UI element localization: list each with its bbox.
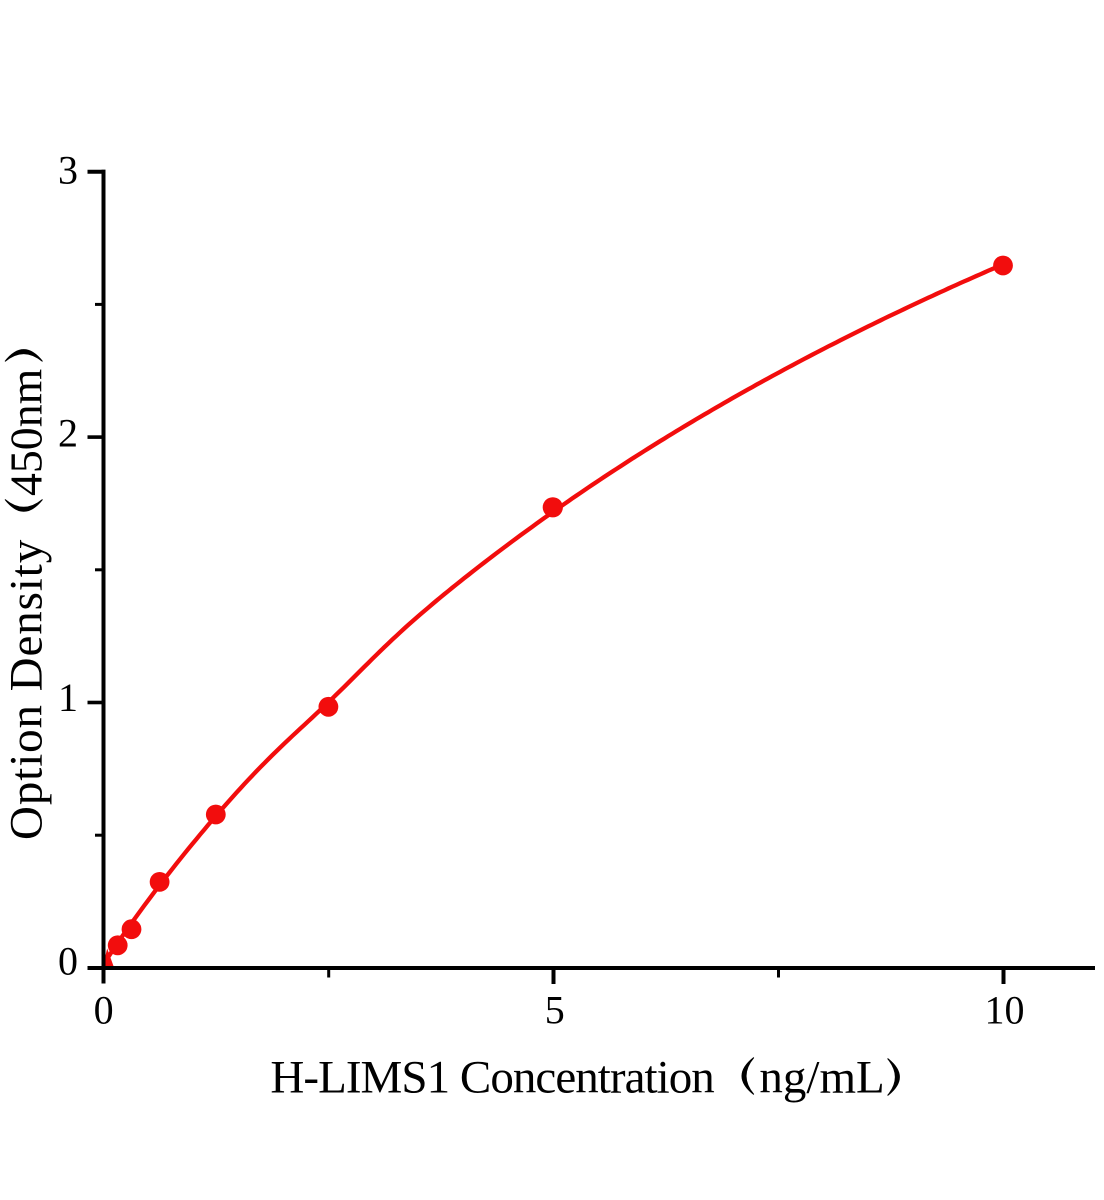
svg-text:Option Density: Option Density bbox=[1, 539, 53, 840]
svg-text:0: 0 bbox=[58, 939, 78, 984]
svg-text:H-LIMS1 Concentration: H-LIMS1 Concentration bbox=[270, 1052, 714, 1104]
svg-text:10: 10 bbox=[985, 988, 1025, 1033]
svg-text:5: 5 bbox=[545, 988, 565, 1033]
svg-text:2: 2 bbox=[58, 411, 78, 456]
svg-text:ng/mL: ng/mL bbox=[759, 1052, 884, 1104]
svg-text:3: 3 bbox=[58, 148, 78, 193]
svg-text:0: 0 bbox=[94, 988, 114, 1033]
svg-text:450nm: 450nm bbox=[1, 369, 52, 496]
svg-text:1: 1 bbox=[58, 675, 78, 720]
